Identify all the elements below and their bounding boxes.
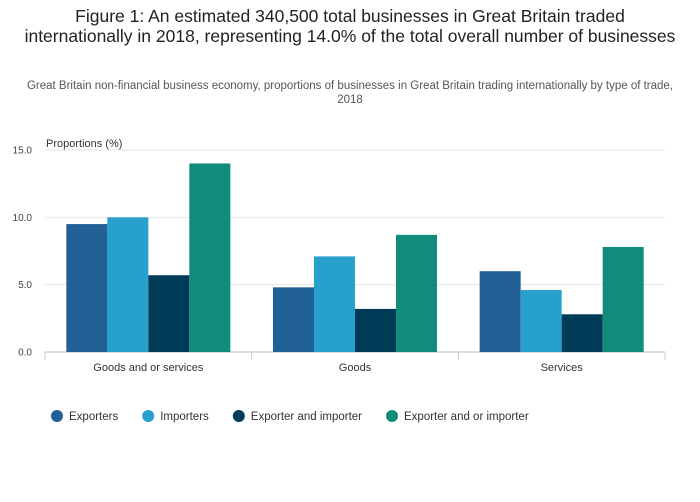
y-tick-label: 10.0: [13, 213, 33, 224]
bar-exporters: [66, 224, 108, 352]
chart-title: Figure 1: An estimated 340,500 total bus…: [24, 6, 676, 46]
bar-exporter-and-importer: [148, 275, 190, 352]
y-tick-label: 0.0: [18, 348, 32, 359]
x-axis: Goods and or services Goods Services: [44, 352, 666, 374]
legend-label: Importers: [160, 411, 209, 423]
legend-swatch: [386, 410, 399, 422]
x-category-label: Goods: [339, 362, 372, 374]
bar-exporter-and-or-importer: [189, 163, 231, 352]
bar-exporter-and-importer: [561, 314, 603, 352]
legend-label: Exporters: [69, 411, 118, 423]
bar-importers: [107, 217, 149, 352]
legend: Exporters Importers Exporter and importer E…: [51, 410, 529, 423]
legend-label: Exporter and importer: [251, 411, 362, 423]
y-tick-label: 15.0: [13, 146, 33, 157]
bar-importers: [314, 256, 355, 352]
x-category-label: Goods and or services: [93, 362, 204, 374]
bar-importers: [520, 290, 562, 352]
legend-swatch: [232, 410, 245, 422]
x-category-label: Services: [541, 362, 584, 374]
chart-subtitle: Great Britain non-financial business eco…: [26, 80, 674, 106]
bars: [66, 163, 644, 352]
bar-exporter-and-or-importer: [602, 246, 644, 352]
bar-exporters: [273, 287, 314, 352]
y-tick-label: 5.0: [18, 280, 32, 291]
legend-swatch: [142, 410, 155, 422]
y-axis-ticks: 0.0 5.0 10.0 15.0: [13, 146, 33, 359]
y-axis-label: Proportions (%): [46, 138, 122, 150]
legend-swatch: [51, 410, 63, 422]
bar-exporter-and-importer: [355, 308, 396, 352]
bar-exporters: [479, 271, 521, 352]
legend-label: Exporter and or importer: [404, 411, 529, 423]
bar-exporter-and-or-importer: [396, 234, 437, 352]
